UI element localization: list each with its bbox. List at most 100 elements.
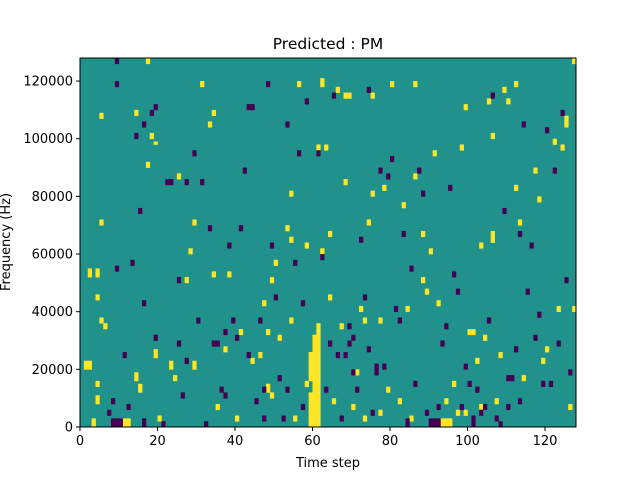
heatmap-cell-low [114, 60, 120, 65]
heatmap-cell-high [99, 317, 104, 321]
heatmap-cell-high [347, 92, 352, 96]
heatmap-cell-high [308, 409, 313, 413]
heatmap-cell-low [390, 158, 395, 163]
heatmap-cell-low [560, 112, 565, 116]
heatmap-cell-low [335, 352, 340, 356]
heatmap-cell-low [490, 95, 495, 99]
heatmap-cell-high [95, 401, 100, 405]
heatmap-cell-high [87, 274, 92, 278]
heatmap-cell-high [479, 403, 484, 408]
heatmap-cell-high [200, 81, 205, 85]
heatmap-cell-high [517, 219, 523, 223]
heatmap-cell-high [316, 401, 321, 405]
heatmap-cell-high [258, 352, 263, 356]
heatmap-cell-low [440, 343, 445, 347]
heatmap-cell-high [95, 398, 100, 402]
heatmap-cell-high [378, 412, 383, 416]
heatmap-cell-high [188, 248, 193, 252]
heatmap-cell-low [324, 389, 329, 393]
heatmap-cell-low [405, 418, 410, 422]
heatmap-cell-low [130, 262, 135, 266]
heatmap-cell-low [111, 401, 116, 405]
heatmap-cell-high [312, 334, 317, 338]
heatmap-cell-high [192, 219, 197, 223]
x-tick-label: 0 [76, 434, 84, 449]
heatmap-cell-low [285, 389, 290, 393]
heatmap-cell-high [490, 233, 495, 238]
heatmap-cell-low [142, 303, 147, 307]
heatmap-cell-high [421, 233, 426, 238]
heatmap-cell-high [308, 363, 313, 367]
heatmap-cell-low [316, 153, 321, 157]
heatmap-cell-high [316, 328, 321, 333]
heatmap-cell-high [289, 190, 294, 194]
heatmap-cell-low [502, 210, 507, 215]
heatmap-cell-high [316, 372, 321, 376]
heatmap-cell-low [211, 340, 216, 344]
heatmap-cell-low [153, 104, 158, 108]
heatmap-cell-high [297, 83, 302, 88]
heatmap-cell-high [572, 305, 577, 310]
heatmap-cell-low [366, 349, 371, 353]
heatmap-cell-high [316, 375, 321, 379]
heatmap-cell-high [440, 421, 445, 425]
heatmap-cell-low [111, 421, 116, 425]
heatmap-cell-low [351, 334, 356, 338]
x-tick-label: 20 [149, 434, 166, 449]
heatmap-cell-high [316, 398, 321, 402]
heatmap-cell-high [312, 424, 317, 428]
heatmap-cell-high [316, 412, 321, 416]
heatmap-cell-high [227, 274, 232, 278]
heatmap-cell-low [463, 363, 468, 367]
heatmap-cell-high [343, 92, 348, 96]
heatmap-cell-high [316, 377, 321, 382]
heatmap-cell-low [246, 354, 251, 359]
heatmap-cell-low [440, 340, 445, 344]
heatmap-cell-low [149, 112, 154, 116]
heatmap-cell-low [401, 233, 406, 238]
heatmap-cell-high [320, 251, 325, 255]
heatmap-cell-high [316, 144, 321, 148]
heatmap-cell-low [196, 317, 201, 321]
heatmap-cell-low [479, 412, 484, 416]
heatmap-cell-high [521, 375, 526, 379]
heatmap-cell-low [324, 386, 329, 390]
heatmap-cell-low [405, 424, 410, 428]
heatmap-cell-high [316, 424, 321, 428]
heatmap-cell-high [312, 395, 317, 399]
heatmap-cell-low [161, 424, 166, 428]
heatmap-cell-high [188, 251, 193, 255]
heatmap-cell-high [91, 418, 96, 422]
heatmap-cell-high [335, 89, 340, 93]
heatmap-cell-low [235, 334, 240, 338]
heatmap-cell-high [103, 326, 108, 330]
heatmap-cell-high [556, 308, 561, 313]
heatmap-cell-high [409, 415, 414, 419]
heatmap-cell-high [289, 239, 294, 243]
heatmap-cell-high [390, 81, 395, 85]
heatmap-cell-low [281, 415, 286, 419]
heatmap-cell-high [339, 326, 344, 330]
heatmap-cell-low [432, 424, 437, 428]
heatmap-cell-low [207, 225, 213, 229]
heatmap-cell-low [393, 305, 399, 310]
heatmap-cell-high [308, 403, 313, 408]
heatmap-cell-low [479, 409, 484, 413]
heatmap-cell-high [362, 418, 368, 422]
heatmap-cell-high [378, 320, 383, 324]
heatmap-cell-low [397, 320, 402, 324]
heatmap-cell-high [184, 279, 189, 284]
heatmap-cell-high [370, 92, 375, 96]
heatmap-cell-high [312, 369, 317, 373]
heatmap-cell-high [157, 415, 162, 419]
heatmap-cell-high [83, 363, 89, 367]
heatmap-cell-high [324, 144, 329, 148]
plot-area [80, 58, 577, 428]
heatmap-cell-low [552, 167, 557, 171]
heatmap-cell-high [99, 320, 104, 324]
heatmap-cell-high [211, 109, 216, 114]
heatmap-cell-low [165, 181, 170, 186]
heatmap-cell-low [262, 415, 267, 419]
heatmap-cell-high [413, 173, 418, 177]
heatmap-cell-low [432, 418, 437, 422]
